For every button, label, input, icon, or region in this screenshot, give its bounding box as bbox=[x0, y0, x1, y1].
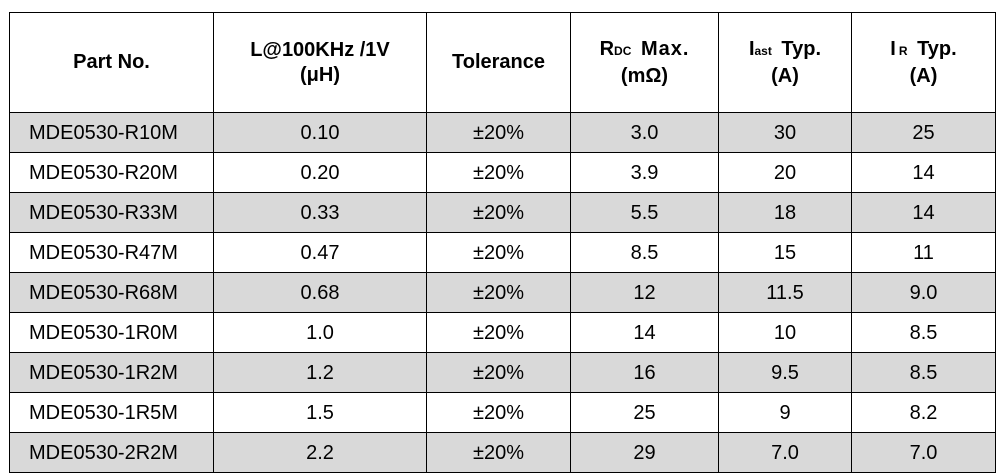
table-row: MDE0530-2R2M 2.2 ±20% 29 7.0 7.0 bbox=[9, 432, 996, 473]
header-rdc-symbol: R bbox=[599, 37, 615, 60]
cell-part-no: MDE0530-R10M bbox=[9, 112, 214, 153]
header-rdc-subscript: DC bbox=[614, 43, 632, 58]
header-ir-qualifier: Typ. bbox=[917, 37, 957, 60]
header-isat: Iast Typ. (A) bbox=[718, 12, 852, 113]
header-isat-symbol: I bbox=[748, 37, 755, 60]
table-row: MDE0530-1R2M 1.2 ±20% 16 9.5 8.5 bbox=[9, 352, 996, 393]
header-part-no-label: Part No. bbox=[73, 51, 150, 73]
cell-inductance: 1.0 bbox=[213, 312, 427, 353]
cell-tolerance: ±20% bbox=[426, 112, 571, 153]
table-body: MDE0530-R10M 0.10 ±20% 3.0 30 25 MDE0530-R20M 0… bbox=[9, 112, 996, 473]
cell-part-no: MDE0530-1R0M bbox=[9, 312, 214, 353]
cell-ir-typ: 9.0 bbox=[851, 272, 996, 313]
header-isat-unit: (A) bbox=[771, 64, 799, 87]
header-ir-unit: (A) bbox=[909, 64, 938, 87]
cell-ir-typ: 8.2 bbox=[851, 392, 996, 433]
cell-tolerance: ±20% bbox=[426, 232, 571, 273]
cell-ir-typ: 7.0 bbox=[851, 432, 996, 473]
cell-ir-typ: 8.5 bbox=[851, 352, 996, 393]
cell-rdc-max: 3.0 bbox=[570, 112, 719, 153]
header-inductance-unit: (μH) bbox=[300, 63, 340, 86]
cell-inductance: 0.68 bbox=[213, 272, 427, 313]
cell-rdc-max: 8.5 bbox=[570, 232, 719, 273]
cell-isat-typ: 9.5 bbox=[718, 352, 852, 393]
header-rdc-unit: (mΩ) bbox=[620, 64, 669, 87]
header-row: Part No. L@100KHz /1V (μH) Tolerance RDC… bbox=[9, 12, 996, 113]
cell-rdc-max: 14 bbox=[570, 312, 719, 353]
inductor-spec-table: Part No. L@100KHz /1V (μH) Tolerance RDC… bbox=[9, 12, 996, 473]
header-rdc: RDC Max. (mΩ) bbox=[570, 12, 719, 113]
header-ir-subscript: R bbox=[898, 43, 908, 58]
cell-tolerance: ±20% bbox=[426, 152, 571, 193]
header-tolerance-label: Tolerance bbox=[452, 51, 545, 73]
header-isat-subscript: ast bbox=[754, 43, 772, 58]
cell-tolerance: ±20% bbox=[426, 432, 571, 473]
cell-isat-typ: 11.5 bbox=[718, 272, 852, 313]
cell-inductance: 1.5 bbox=[213, 392, 427, 433]
cell-isat-typ: 10 bbox=[718, 312, 852, 353]
header-ir-symbol: I bbox=[890, 37, 896, 60]
table-row: MDE0530-R33M 0.33 ±20% 5.5 18 14 bbox=[9, 192, 996, 233]
cell-isat-typ: 9 bbox=[718, 392, 852, 433]
cell-part-no: MDE0530-R33M bbox=[9, 192, 214, 233]
cell-rdc-max: 3.9 bbox=[570, 152, 719, 193]
table-row: MDE0530-R20M 0.20 ±20% 3.9 20 14 bbox=[9, 152, 996, 193]
header-inductance: L@100KHz /1V (μH) bbox=[213, 12, 427, 113]
cell-tolerance: ±20% bbox=[426, 272, 571, 313]
cell-inductance: 2.2 bbox=[213, 432, 427, 473]
cell-part-no: MDE0530-R47M bbox=[9, 232, 214, 273]
cell-ir-typ: 25 bbox=[851, 112, 996, 153]
cell-part-no: MDE0530-R20M bbox=[9, 152, 214, 193]
cell-tolerance: ±20% bbox=[426, 392, 571, 433]
cell-isat-typ: 18 bbox=[718, 192, 852, 233]
cell-inductance: 0.20 bbox=[213, 152, 427, 193]
cell-tolerance: ±20% bbox=[426, 352, 571, 393]
header-isat-qualifier: Typ. bbox=[781, 37, 822, 60]
cell-ir-typ: 11 bbox=[851, 232, 996, 273]
cell-inductance: 0.47 bbox=[213, 232, 427, 273]
cell-isat-typ: 30 bbox=[718, 112, 852, 153]
cell-rdc-max: 12 bbox=[570, 272, 719, 313]
cell-tolerance: ±20% bbox=[426, 312, 571, 353]
table-row: MDE0530-R10M 0.10 ±20% 3.0 30 25 bbox=[9, 112, 996, 153]
cell-rdc-max: 5.5 bbox=[570, 192, 719, 233]
cell-part-no: MDE0530-1R2M bbox=[9, 352, 214, 393]
table-row: MDE0530-R47M 0.47 ±20% 8.5 15 11 bbox=[9, 232, 996, 273]
cell-isat-typ: 15 bbox=[718, 232, 852, 273]
cell-rdc-max: 16 bbox=[570, 352, 719, 393]
cell-part-no: MDE0530-2R2M bbox=[9, 432, 214, 473]
table-row: MDE0530-1R0M 1.0 ±20% 14 10 8.5 bbox=[9, 312, 996, 353]
cell-part-no: MDE0530-R68M bbox=[9, 272, 214, 313]
cell-rdc-max: 29 bbox=[570, 432, 719, 473]
cell-isat-typ: 7.0 bbox=[718, 432, 852, 473]
cell-ir-typ: 8.5 bbox=[851, 312, 996, 353]
table-row: MDE0530-R68M 0.68 ±20% 12 11.5 9.0 bbox=[9, 272, 996, 313]
cell-isat-typ: 20 bbox=[718, 152, 852, 193]
header-part-no: Part No. bbox=[9, 12, 214, 113]
cell-inductance: 0.33 bbox=[213, 192, 427, 233]
cell-rdc-max: 25 bbox=[570, 392, 719, 433]
header-inductance-label: L@100KHz /1V bbox=[250, 38, 390, 61]
table-row: MDE0530-1R5M 1.5 ±20% 25 9 8.2 bbox=[9, 392, 996, 433]
cell-inductance: 0.10 bbox=[213, 112, 427, 153]
cell-ir-typ: 14 bbox=[851, 152, 996, 193]
cell-ir-typ: 14 bbox=[851, 192, 996, 233]
header-rdc-qualifier: Max. bbox=[640, 37, 690, 60]
cell-tolerance: ±20% bbox=[426, 192, 571, 233]
cell-part-no: MDE0530-1R5M bbox=[9, 392, 214, 433]
header-tolerance: Tolerance bbox=[426, 12, 571, 113]
cell-inductance: 1.2 bbox=[213, 352, 427, 393]
